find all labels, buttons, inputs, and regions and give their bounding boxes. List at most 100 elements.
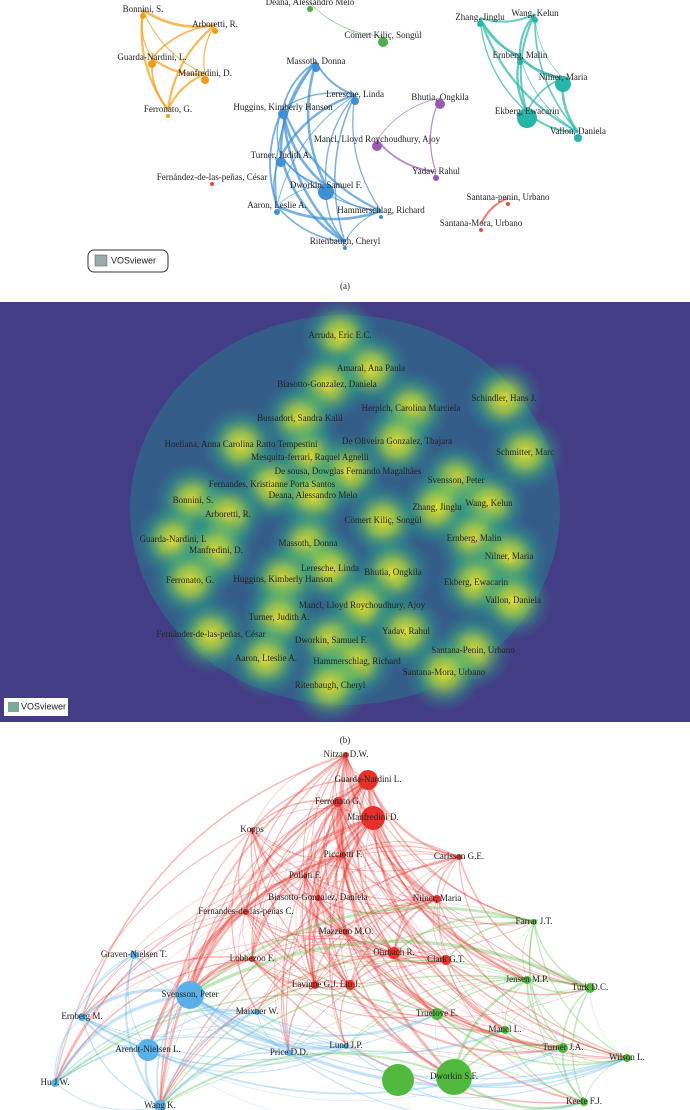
edge bbox=[317, 897, 395, 954]
node-label: Bhutia, Ongkila bbox=[411, 92, 469, 102]
edge bbox=[159, 801, 339, 1107]
node bbox=[243, 909, 249, 915]
node-label: Turner, Judith A. bbox=[251, 150, 312, 160]
node-label: Fernandes, Kristianne Porta Santos bbox=[209, 479, 336, 489]
edge bbox=[288, 959, 447, 1054]
edge bbox=[54, 1009, 258, 1084]
edge bbox=[159, 1011, 258, 1107]
node bbox=[358, 770, 378, 790]
edge bbox=[342, 854, 535, 925]
edge bbox=[589, 987, 628, 1059]
node-label: Clark G.T. bbox=[427, 954, 465, 964]
node-label: Poliati F. bbox=[289, 870, 321, 880]
node-label: Herpich, Carolina Marciela bbox=[362, 403, 461, 413]
node-label: De sousa, Dowglas Fernando Magalhães bbox=[275, 466, 422, 476]
node-label: Lin J. bbox=[340, 979, 361, 989]
edge bbox=[331, 931, 347, 1047]
edge bbox=[338, 817, 374, 986]
edge bbox=[54, 854, 344, 1084]
edge bbox=[189, 930, 347, 996]
node bbox=[343, 1043, 349, 1049]
edge bbox=[251, 829, 395, 954]
edge bbox=[349, 898, 438, 986]
edge bbox=[376, 97, 441, 141]
edge bbox=[251, 958, 591, 1018]
edge bbox=[344, 210, 382, 243]
edge bbox=[147, 1047, 564, 1102]
node bbox=[340, 852, 346, 858]
edge bbox=[256, 898, 438, 1013]
edge bbox=[276, 204, 382, 221]
node-label: Dworkin S.F. bbox=[430, 1071, 478, 1081]
edge bbox=[54, 1016, 83, 1084]
node bbox=[585, 983, 595, 993]
edge bbox=[393, 952, 585, 1103]
edge bbox=[337, 801, 438, 900]
edge bbox=[345, 977, 528, 1047]
node-label: Nilner, Maria bbox=[485, 551, 534, 561]
node-label: Svensson, Peter bbox=[428, 475, 485, 485]
edge bbox=[189, 994, 438, 1037]
node-label: Nilner, Maria bbox=[539, 72, 588, 82]
node bbox=[250, 828, 254, 832]
edge bbox=[367, 779, 438, 900]
node-label: Massoth, Donna bbox=[287, 56, 346, 66]
node-label: Dworkin, Samuel F. bbox=[290, 180, 362, 190]
edge bbox=[317, 897, 628, 1059]
node bbox=[517, 59, 523, 65]
node bbox=[580, 1098, 588, 1106]
node-label: Fernández-de-las-peñas, César bbox=[157, 172, 267, 182]
node bbox=[176, 981, 204, 1009]
node bbox=[343, 752, 349, 758]
edge bbox=[436, 898, 628, 1059]
edge bbox=[251, 829, 351, 986]
node-label: Maixner W. bbox=[236, 1006, 279, 1016]
edge bbox=[299, 754, 347, 986]
edge bbox=[335, 779, 369, 933]
node-label: Svensson, Peter bbox=[162, 989, 219, 999]
edge bbox=[54, 958, 253, 1084]
edge bbox=[304, 875, 347, 933]
edge bbox=[345, 754, 447, 961]
edge bbox=[245, 850, 460, 913]
node bbox=[303, 874, 307, 878]
edge bbox=[534, 13, 579, 133]
edge bbox=[81, 956, 253, 1018]
node bbox=[166, 114, 170, 118]
edge bbox=[256, 959, 528, 1013]
edge bbox=[81, 954, 135, 1018]
node-label: Ritenbaugh, Cheryl bbox=[310, 236, 381, 246]
edge bbox=[288, 975, 591, 1054]
density-blob bbox=[226, 619, 306, 699]
node bbox=[148, 60, 156, 68]
node bbox=[312, 64, 320, 72]
node-label: Jensen M.P. bbox=[506, 974, 549, 984]
edge bbox=[436, 856, 460, 900]
node bbox=[532, 17, 538, 23]
edge bbox=[146, 853, 344, 1051]
edge bbox=[54, 954, 135, 1084]
node-label: Huggins, Kimberly Hanson bbox=[233, 102, 333, 112]
edge bbox=[189, 801, 339, 996]
edge bbox=[81, 1016, 290, 1065]
node bbox=[431, 1008, 443, 1020]
edge bbox=[53, 993, 191, 1084]
edge bbox=[342, 854, 628, 1059]
node-label: Vallon, Daniela bbox=[550, 126, 606, 136]
edge bbox=[304, 875, 447, 961]
edge bbox=[345, 931, 438, 1015]
edge bbox=[526, 979, 591, 994]
node bbox=[315, 895, 321, 901]
node-label: Nilner, Maria bbox=[413, 893, 462, 903]
node-label: Lund J.P. bbox=[329, 1040, 362, 1050]
node bbox=[311, 981, 319, 989]
node-label: Bhutia, Ongkila bbox=[364, 567, 422, 577]
node-label: Manfredini, D. bbox=[189, 545, 243, 555]
node-label: Ferronato, G. bbox=[144, 104, 192, 114]
node-label: Vallon, Daniela bbox=[485, 595, 541, 605]
edge bbox=[393, 856, 460, 954]
node-label: Fernánder-de-las-peñas, César bbox=[156, 629, 265, 639]
node-label: Truelove E. bbox=[416, 1008, 458, 1018]
node bbox=[378, 37, 388, 47]
node-label: Manfredini, D. bbox=[178, 68, 232, 78]
